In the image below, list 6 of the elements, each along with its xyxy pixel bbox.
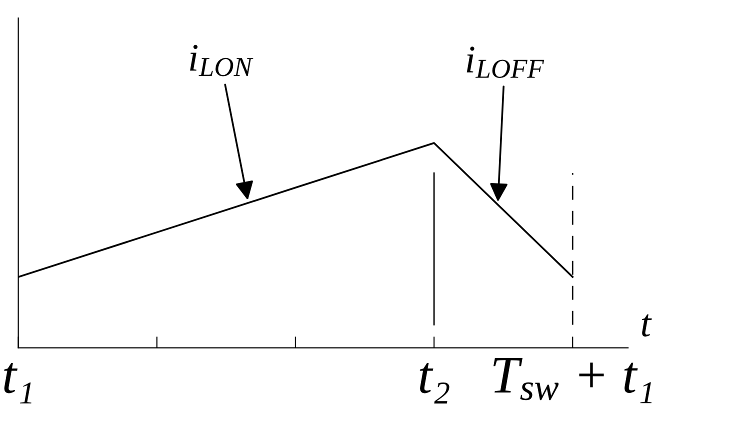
- text: i$_{LON}$: [190, 44, 254, 76]
- x-tick-label: t₁: [4, 363, 32, 404]
- x-tick-label: T$_{sw}$ + t₁: [493, 358, 652, 404]
- text: i$_{LOFF}$: [466, 46, 544, 78]
- x-tick-label: t₂: [420, 363, 450, 404]
- x-axis-title: t: [642, 314, 652, 337]
